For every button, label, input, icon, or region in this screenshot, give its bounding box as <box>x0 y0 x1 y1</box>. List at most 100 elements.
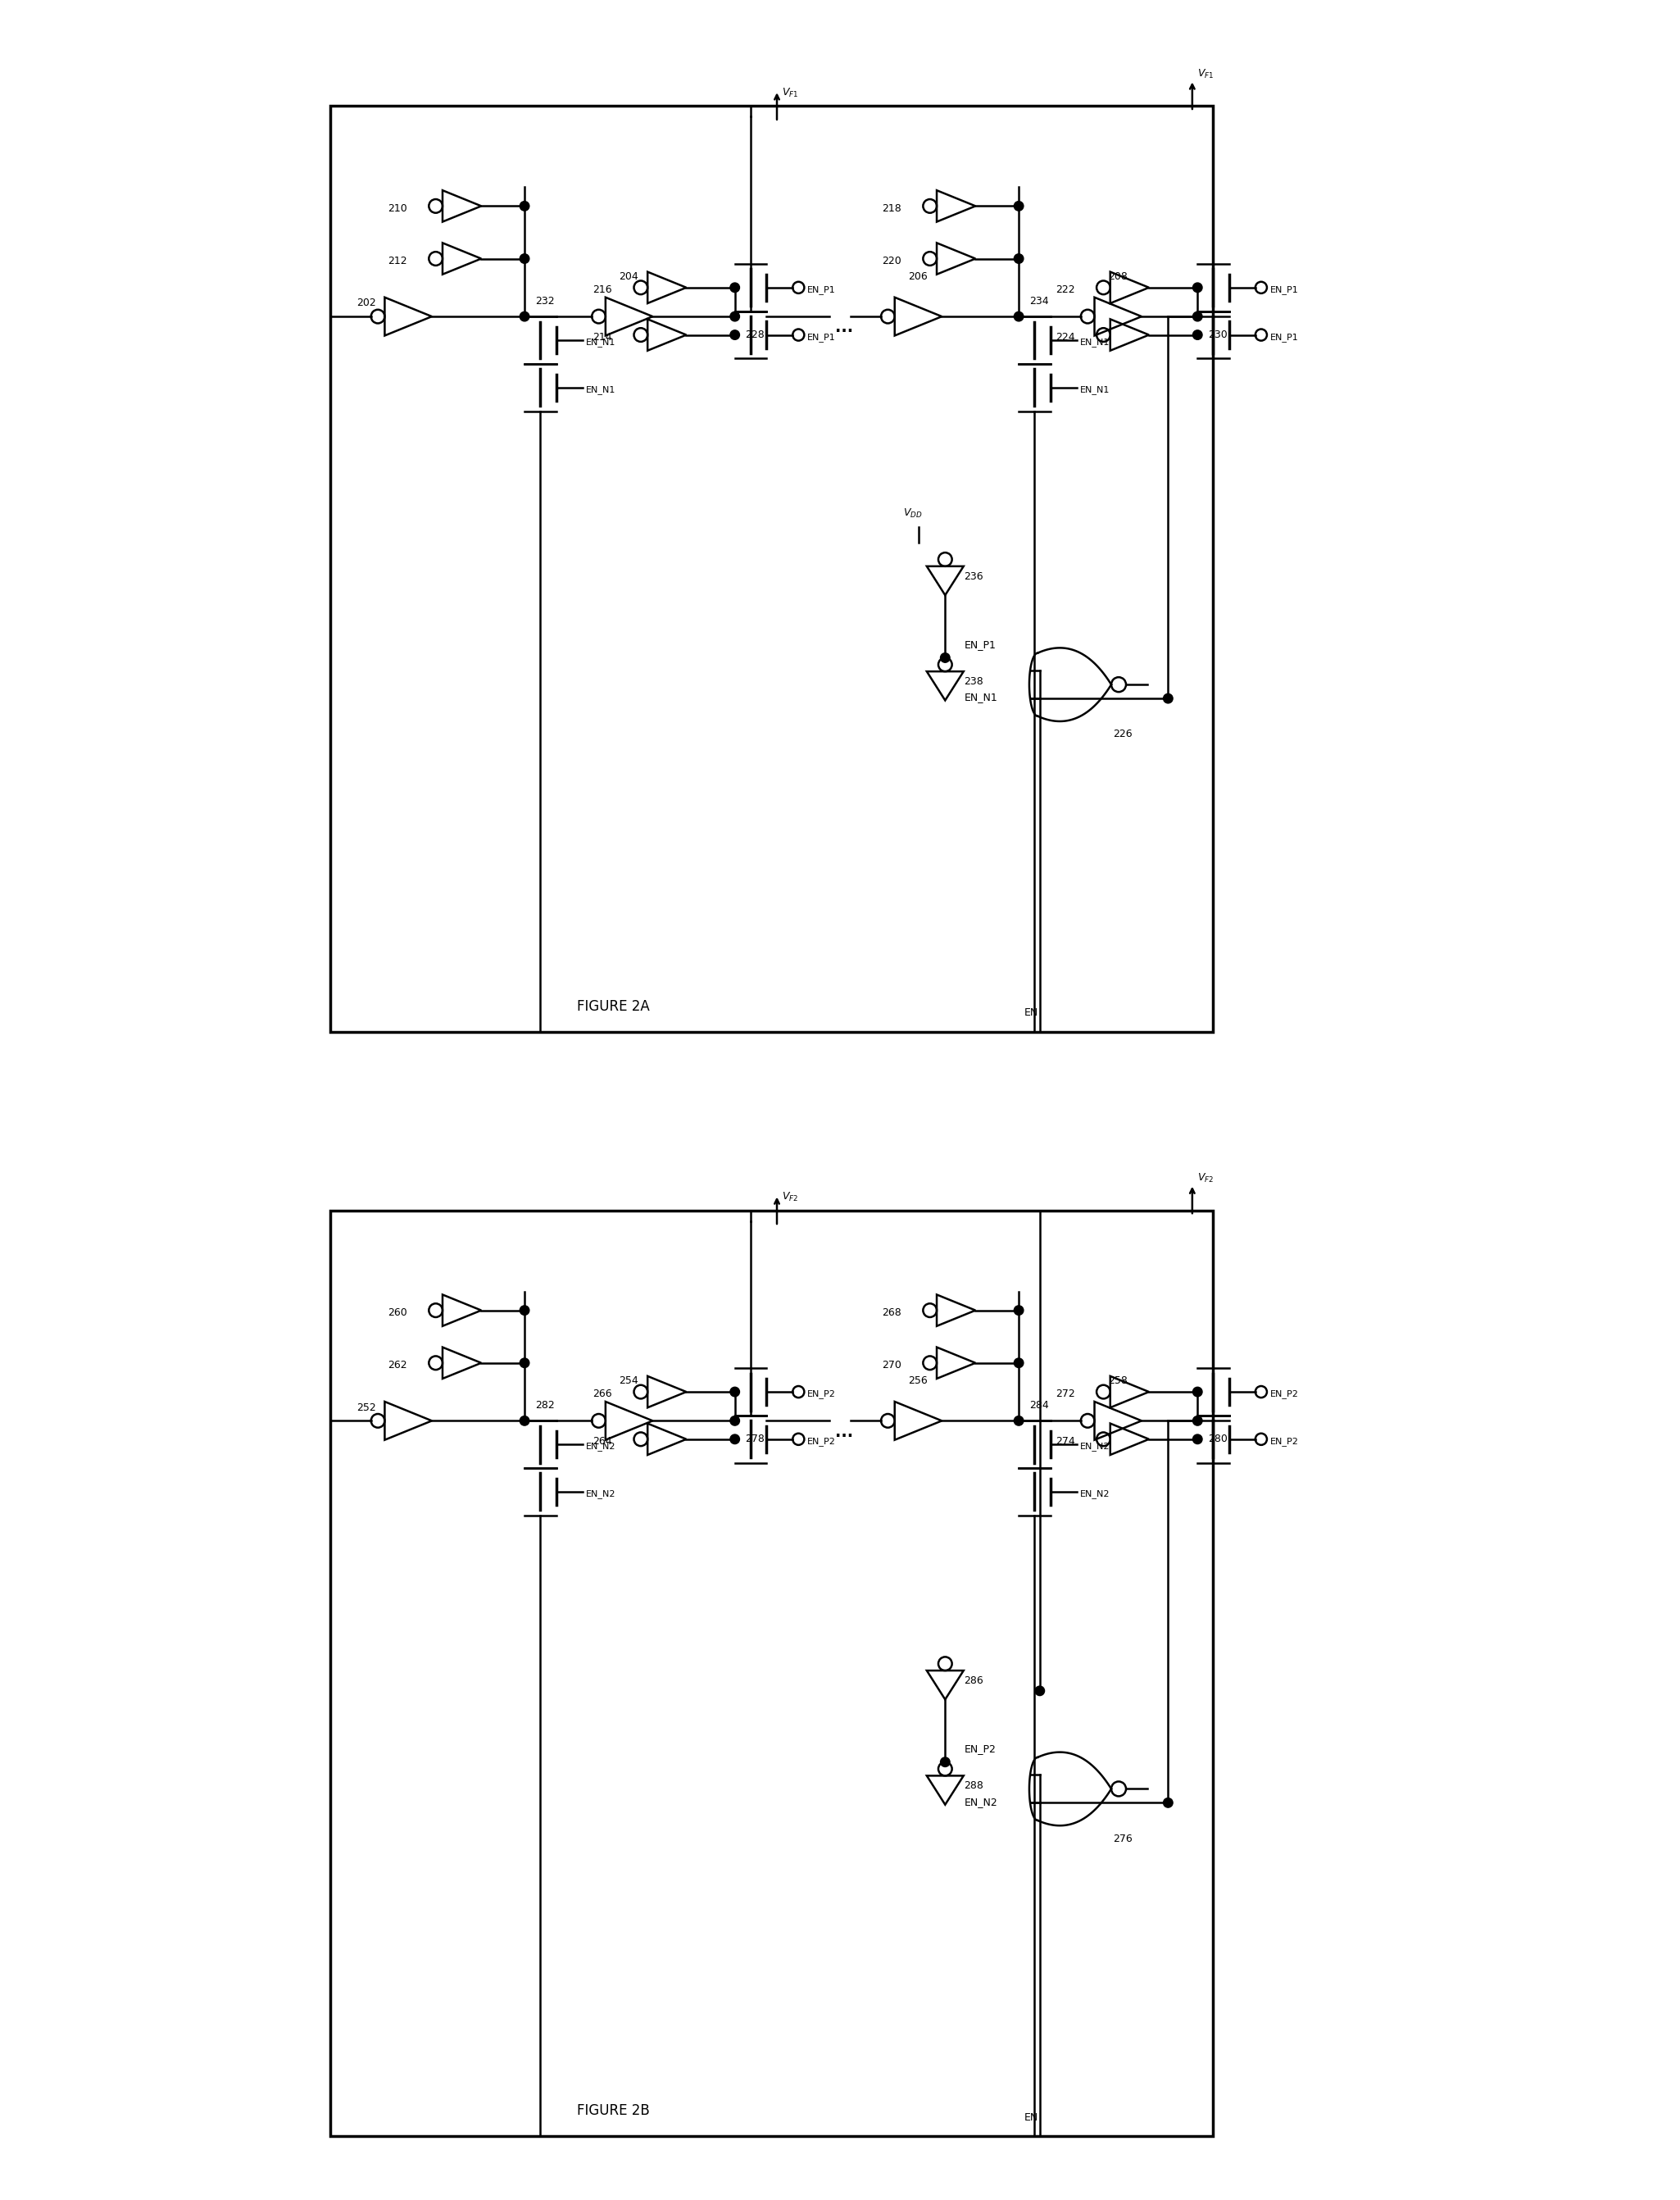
Circle shape <box>731 1417 739 1426</box>
Circle shape <box>519 202 529 211</box>
Circle shape <box>731 1434 739 1443</box>
Text: 252: 252 <box>356 1401 376 1412</box>
Text: 264: 264 <box>593 1437 612 1448</box>
Circle shape <box>1015 312 1023 321</box>
Text: 288: 288 <box>964 1780 984 1791</box>
Circle shape <box>1015 253 1023 264</box>
Text: 270: 270 <box>882 1360 902 1371</box>
Text: 232: 232 <box>534 295 554 306</box>
Circle shape <box>1193 330 1203 339</box>
Text: 238: 238 <box>964 675 983 686</box>
Text: 234: 234 <box>1030 295 1048 306</box>
FancyBboxPatch shape <box>329 1210 1213 2136</box>
Text: $V_{F1}$: $V_{F1}$ <box>1198 68 1215 79</box>
Text: FIGURE 2A: FIGURE 2A <box>578 999 650 1014</box>
Text: 228: 228 <box>746 330 764 341</box>
Text: 204: 204 <box>620 271 638 282</box>
Text: EN_P2: EN_P2 <box>1270 1437 1299 1445</box>
Text: EN_P2: EN_P2 <box>808 1437 837 1445</box>
Text: 254: 254 <box>620 1375 638 1386</box>
Circle shape <box>519 1417 529 1426</box>
Circle shape <box>1163 1797 1173 1808</box>
Text: EN_P2: EN_P2 <box>808 1390 837 1399</box>
Circle shape <box>1015 1305 1023 1316</box>
Text: 206: 206 <box>909 271 927 282</box>
Text: 256: 256 <box>909 1375 927 1386</box>
Text: EN_N1: EN_N1 <box>964 693 998 702</box>
Text: EN_P1: EN_P1 <box>808 332 837 341</box>
Text: 258: 258 <box>1109 1375 1127 1386</box>
Text: EN_N2: EN_N2 <box>586 1489 615 1498</box>
Text: 284: 284 <box>1030 1399 1048 1410</box>
Text: 274: 274 <box>1055 1437 1075 1448</box>
Text: 212: 212 <box>388 255 407 266</box>
Text: 268: 268 <box>882 1307 902 1318</box>
Circle shape <box>1193 1417 1203 1426</box>
Text: 210: 210 <box>388 202 407 213</box>
Circle shape <box>731 1388 739 1397</box>
Text: EN_N2: EN_N2 <box>586 1441 615 1452</box>
Circle shape <box>941 1758 949 1767</box>
Circle shape <box>519 253 529 264</box>
Text: 226: 226 <box>1114 728 1132 739</box>
Text: 236: 236 <box>964 572 983 581</box>
Circle shape <box>1193 312 1203 321</box>
Text: EN_N1: EN_N1 <box>586 385 615 394</box>
Text: ...: ... <box>835 1423 853 1439</box>
Text: EN_P1: EN_P1 <box>1270 332 1299 341</box>
Text: 282: 282 <box>534 1399 554 1410</box>
Circle shape <box>1015 1357 1023 1368</box>
Text: EN_P1: EN_P1 <box>964 638 996 649</box>
Text: EN_N2: EN_N2 <box>964 1797 998 1806</box>
Text: $V_{F2}$: $V_{F2}$ <box>1198 1173 1215 1184</box>
Text: 222: 222 <box>1055 284 1075 295</box>
Text: 214: 214 <box>593 332 612 343</box>
Circle shape <box>1035 1685 1045 1696</box>
Text: EN_N2: EN_N2 <box>1080 1489 1110 1498</box>
Text: EN_N1: EN_N1 <box>1080 339 1109 348</box>
FancyBboxPatch shape <box>329 106 1213 1032</box>
Text: 216: 216 <box>593 284 612 295</box>
Text: 230: 230 <box>1208 330 1228 341</box>
Text: EN_N1: EN_N1 <box>1080 385 1109 394</box>
Circle shape <box>1193 284 1203 293</box>
Text: $V_{F1}$: $V_{F1}$ <box>783 86 798 99</box>
Text: EN_P2: EN_P2 <box>1270 1390 1299 1399</box>
Circle shape <box>1015 202 1023 211</box>
Circle shape <box>731 312 739 321</box>
Circle shape <box>1163 693 1173 704</box>
Circle shape <box>731 284 739 293</box>
Text: 262: 262 <box>388 1360 407 1371</box>
Text: $V_{F2}$: $V_{F2}$ <box>783 1190 798 1203</box>
Circle shape <box>519 312 529 321</box>
Text: EN_N1: EN_N1 <box>586 339 615 348</box>
Circle shape <box>519 1357 529 1368</box>
Text: 202: 202 <box>356 297 376 308</box>
Text: 286: 286 <box>964 1676 983 1685</box>
Text: 208: 208 <box>1109 271 1127 282</box>
Text: EN_P1: EN_P1 <box>808 286 837 295</box>
Text: EN_P2: EN_P2 <box>964 1742 996 1753</box>
Text: 218: 218 <box>882 202 902 213</box>
Text: 276: 276 <box>1114 1833 1132 1844</box>
Text: 266: 266 <box>593 1388 612 1399</box>
Text: EN: EN <box>1025 2112 1038 2123</box>
Circle shape <box>1193 1388 1203 1397</box>
Text: EN_P1: EN_P1 <box>1270 286 1299 295</box>
Circle shape <box>941 653 949 662</box>
Text: $V_{DD}$: $V_{DD}$ <box>904 508 922 519</box>
Circle shape <box>1193 1434 1203 1443</box>
Text: ...: ... <box>835 319 853 337</box>
Text: FIGURE 2B: FIGURE 2B <box>578 2103 650 2119</box>
Circle shape <box>519 1305 529 1316</box>
Text: 272: 272 <box>1055 1388 1075 1399</box>
Text: 220: 220 <box>882 255 902 266</box>
Text: EN_N2: EN_N2 <box>1080 1441 1110 1452</box>
Text: EN: EN <box>1025 1008 1038 1019</box>
Text: 278: 278 <box>746 1434 764 1443</box>
Text: 224: 224 <box>1055 332 1075 343</box>
Text: 280: 280 <box>1208 1434 1228 1443</box>
Circle shape <box>731 330 739 339</box>
Text: 260: 260 <box>388 1307 407 1318</box>
Circle shape <box>1015 1417 1023 1426</box>
